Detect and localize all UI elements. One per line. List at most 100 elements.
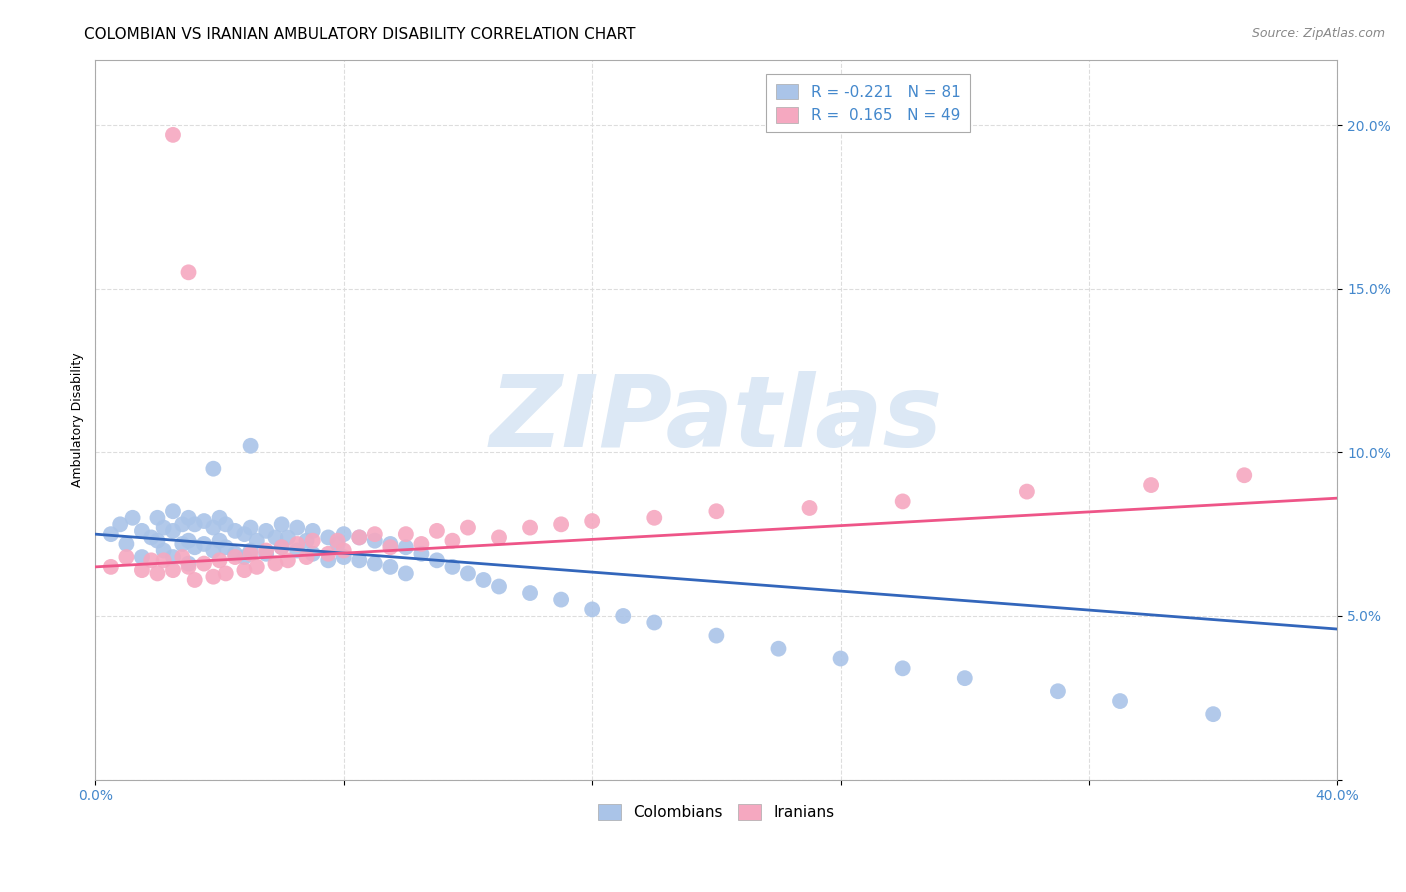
Point: [1015, 484, 1038, 499]
Point: [202, 520, 225, 534]
Point: [457, 566, 479, 581]
Point: [550, 517, 572, 532]
Point: [395, 527, 418, 541]
Point: [488, 580, 510, 594]
Point: [550, 592, 572, 607]
Y-axis label: Ambulatory Disability: Ambulatory Disability: [72, 352, 84, 487]
Point: [162, 563, 184, 577]
Point: [891, 661, 914, 675]
Point: [193, 557, 215, 571]
Point: [285, 543, 308, 558]
Point: [172, 517, 194, 532]
Point: [953, 671, 976, 685]
Point: [193, 514, 215, 528]
Point: [285, 537, 308, 551]
Point: [239, 543, 262, 558]
Point: [254, 547, 277, 561]
Point: [202, 461, 225, 475]
Point: [141, 553, 163, 567]
Text: Source: ZipAtlas.com: Source: ZipAtlas.com: [1251, 27, 1385, 40]
Point: [131, 524, 153, 538]
Point: [246, 533, 269, 548]
Point: [224, 524, 246, 538]
Point: [100, 527, 122, 541]
Point: [224, 550, 246, 565]
Point: [224, 547, 246, 561]
Point: [301, 547, 323, 561]
Point: [254, 543, 277, 558]
Point: [202, 570, 225, 584]
Point: [1109, 694, 1132, 708]
Point: [208, 553, 231, 567]
Point: [457, 520, 479, 534]
Point: [202, 543, 225, 558]
Point: [441, 533, 464, 548]
Point: [277, 553, 299, 567]
Point: [100, 560, 122, 574]
Point: [364, 533, 387, 548]
Point: [706, 629, 728, 643]
Point: [285, 520, 308, 534]
Point: [208, 533, 231, 548]
Point: [349, 530, 371, 544]
Point: [146, 566, 169, 581]
Point: [519, 520, 541, 534]
Text: ZIPatlas: ZIPatlas: [489, 371, 943, 468]
Point: [581, 602, 603, 616]
Point: [612, 609, 634, 624]
Point: [233, 550, 256, 565]
Point: [316, 530, 339, 544]
Point: [162, 128, 184, 142]
Point: [246, 560, 269, 574]
Point: [215, 540, 238, 554]
Point: [332, 550, 354, 565]
Point: [1046, 684, 1069, 698]
Point: [411, 547, 433, 561]
Point: [411, 537, 433, 551]
Point: [364, 557, 387, 571]
Point: [146, 533, 169, 548]
Point: [349, 553, 371, 567]
Legend: Colombians, Iranians: Colombians, Iranians: [592, 797, 841, 826]
Point: [426, 524, 449, 538]
Point: [768, 641, 790, 656]
Point: [706, 504, 728, 518]
Point: [301, 524, 323, 538]
Point: [380, 537, 402, 551]
Point: [172, 550, 194, 565]
Point: [254, 524, 277, 538]
Point: [643, 615, 665, 630]
Point: [380, 540, 402, 554]
Point: [395, 540, 418, 554]
Point: [141, 530, 163, 544]
Point: [830, 651, 852, 665]
Point: [519, 586, 541, 600]
Point: [193, 537, 215, 551]
Point: [131, 563, 153, 577]
Point: [239, 439, 262, 453]
Point: [183, 540, 205, 554]
Text: COLOMBIAN VS IRANIAN AMBULATORY DISABILITY CORRELATION CHART: COLOMBIAN VS IRANIAN AMBULATORY DISABILI…: [84, 27, 636, 42]
Point: [115, 537, 138, 551]
Point: [270, 540, 292, 554]
Point: [239, 520, 262, 534]
Point: [472, 573, 495, 587]
Point: [177, 510, 200, 524]
Point: [233, 527, 256, 541]
Point: [488, 530, 510, 544]
Point: [799, 500, 821, 515]
Point: [233, 563, 256, 577]
Point: [108, 517, 131, 532]
Point: [395, 566, 418, 581]
Point: [162, 524, 184, 538]
Point: [380, 560, 402, 574]
Point: [177, 533, 200, 548]
Point: [277, 530, 299, 544]
Point: [146, 510, 169, 524]
Point: [1140, 478, 1163, 492]
Point: [152, 553, 174, 567]
Point: [316, 547, 339, 561]
Point: [177, 265, 200, 279]
Point: [326, 533, 349, 548]
Point: [152, 520, 174, 534]
